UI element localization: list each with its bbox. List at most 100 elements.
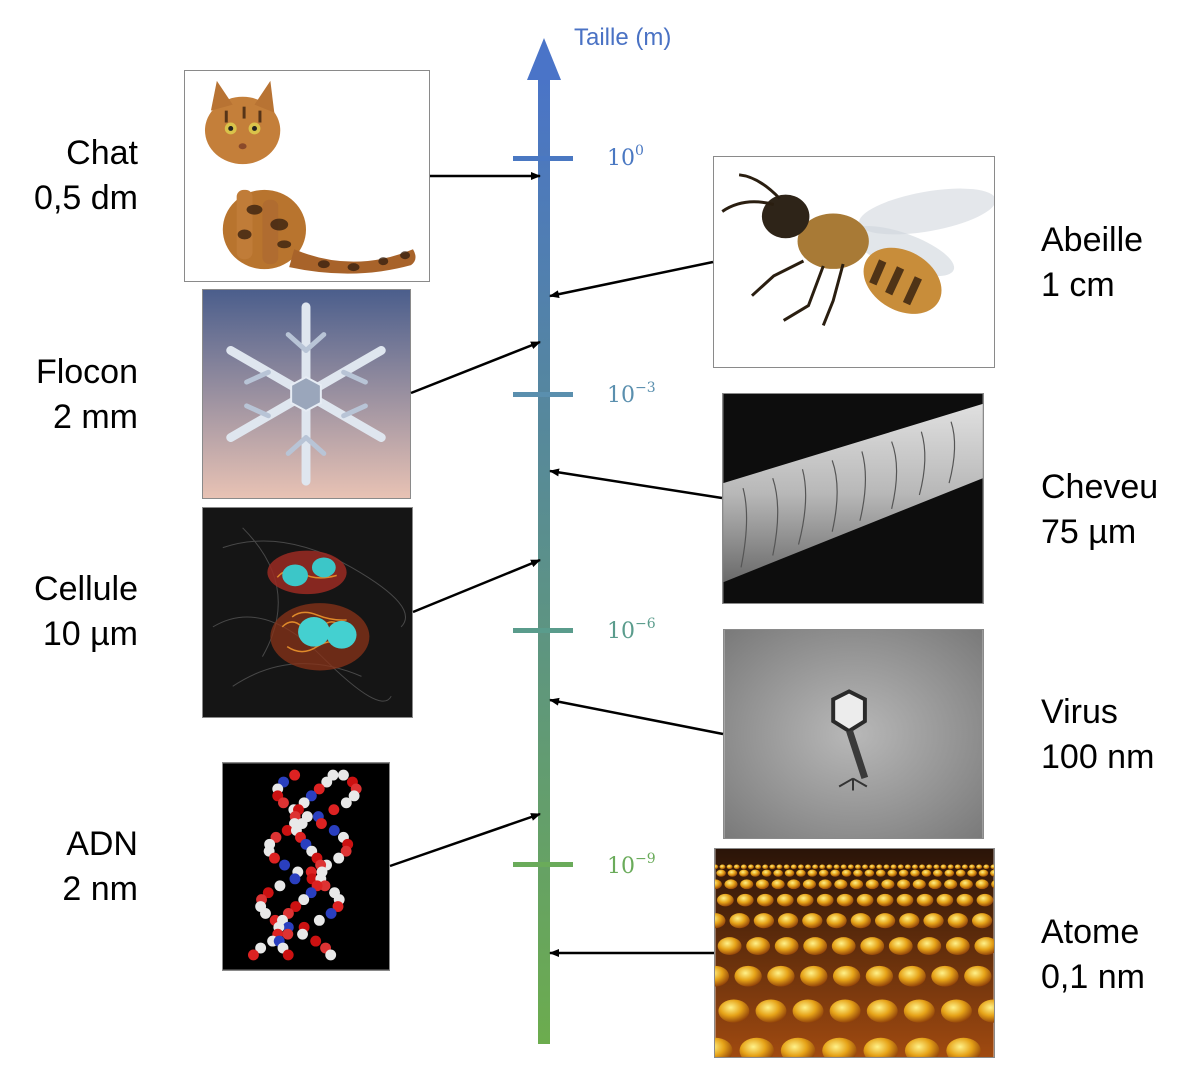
- atom-bump: [716, 869, 726, 877]
- label-atome: Atome 0,1 nm: [1041, 910, 1145, 1000]
- atom-bump: [739, 869, 749, 877]
- atom-bump: [897, 879, 911, 890]
- atom-bump: [940, 864, 947, 870]
- atom-bump: [715, 864, 719, 870]
- arrow-flocon: [410, 340, 541, 395]
- atom-bump: [853, 869, 863, 877]
- dna-atom-sphere: [310, 935, 322, 947]
- atom-bump: [990, 864, 994, 870]
- atom-bump: [784, 869, 795, 877]
- dna-atom-sphere: [298, 894, 310, 906]
- atom-bump: [917, 937, 942, 955]
- atom-bump: [796, 893, 814, 907]
- label-chat-name: Chat: [66, 134, 138, 172]
- atom-bump: [875, 913, 896, 929]
- atom-bump: [967, 869, 977, 877]
- atom-bump: [733, 864, 740, 870]
- dna-atom-sphere: [270, 831, 282, 843]
- dna-atom-sphere: [340, 845, 352, 857]
- cat-icon: [185, 71, 429, 281]
- dna-atom-sphere: [305, 887, 317, 899]
- atom-bump: [940, 999, 972, 1023]
- atom-bump: [983, 864, 990, 870]
- tick-label-1-base: 10: [607, 383, 635, 408]
- atom-bump: [727, 869, 738, 877]
- atom-bump: [883, 864, 890, 870]
- atom-bump: [776, 864, 783, 870]
- dna-atom-sphere: [269, 852, 280, 864]
- atom-bump: [947, 864, 954, 870]
- atom-bump: [746, 937, 771, 955]
- atom-bump: [954, 864, 961, 870]
- dna-atom-sphere: [305, 790, 317, 802]
- atom-bump: [822, 1037, 857, 1057]
- dna-atom-sphere: [255, 942, 267, 954]
- virus-photo: [723, 629, 984, 839]
- atom-bump: [961, 864, 968, 870]
- atom-bump: [897, 864, 904, 870]
- label-cheveu-name: Cheveu: [1041, 468, 1159, 506]
- atom-bump: [740, 879, 754, 890]
- atom-bump: [767, 965, 795, 987]
- atom-bump: [826, 864, 833, 870]
- atom-photo: [714, 848, 995, 1058]
- tick-label-0-exp: 0: [635, 143, 644, 159]
- dna-photo: [222, 762, 390, 971]
- dna-atom-sphere: [338, 769, 349, 781]
- atom-bump: [959, 879, 973, 890]
- atom-bump: [831, 937, 856, 955]
- atom-bump: [715, 1037, 733, 1057]
- atom-bump: [790, 864, 797, 870]
- atom-bump: [976, 893, 994, 907]
- atom-bump: [971, 913, 993, 929]
- axis-line: [538, 74, 550, 1044]
- atom-bump: [777, 913, 799, 929]
- dna-atom-sphere: [262, 887, 274, 899]
- atom-bump: [933, 869, 943, 877]
- atom-bump: [923, 913, 944, 929]
- atom-bump: [974, 937, 994, 955]
- label-cellule: Cellule 10 µm: [34, 567, 138, 657]
- dna-atom-sphere: [327, 769, 339, 781]
- atom-bump: [769, 864, 776, 870]
- tick-0: [513, 156, 573, 161]
- tick-label-0-base: 10: [607, 146, 635, 171]
- atom-bump: [729, 913, 750, 929]
- atom-bump: [830, 869, 840, 877]
- arrow-cellule: [412, 558, 541, 614]
- atom-bump: [776, 893, 794, 907]
- atom-bump: [928, 879, 942, 890]
- atom-bump: [864, 869, 875, 877]
- atom-bump: [896, 893, 914, 907]
- hair-icon: [723, 394, 983, 603]
- dna-atom-sphere: [279, 859, 290, 871]
- atom-bump: [812, 864, 819, 870]
- atom-bump: [818, 869, 829, 877]
- atom-bump: [887, 869, 897, 877]
- atom-bump: [753, 913, 774, 929]
- atom-bump: [975, 879, 989, 890]
- dna-atom-sphere: [333, 852, 345, 864]
- atom-bump: [865, 965, 894, 987]
- atom-bump: [898, 965, 926, 987]
- atom-bump: [715, 913, 726, 929]
- atom-bump: [847, 864, 854, 870]
- atom-bump: [726, 864, 733, 870]
- atom-bump: [834, 879, 848, 890]
- bee-icon: [714, 157, 994, 367]
- tick-label-2: 10−6: [607, 616, 656, 644]
- atom-bump: [717, 893, 734, 907]
- dna-atom-sphere: [315, 818, 327, 829]
- label-abeille-size: 1 cm: [1041, 266, 1115, 304]
- dna-atom-sphere: [348, 790, 360, 802]
- dna-atom-sphere: [328, 825, 340, 836]
- dna-atom-sphere: [247, 949, 259, 961]
- atom-bump: [860, 937, 885, 955]
- bee-photo: [713, 156, 995, 368]
- tick-label-1-exp: −3: [635, 380, 656, 396]
- atom-bump: [921, 869, 932, 877]
- atom-bump: [898, 869, 909, 877]
- atom-bump: [796, 869, 806, 877]
- atom-bump: [807, 869, 818, 877]
- atom-bump: [797, 864, 804, 870]
